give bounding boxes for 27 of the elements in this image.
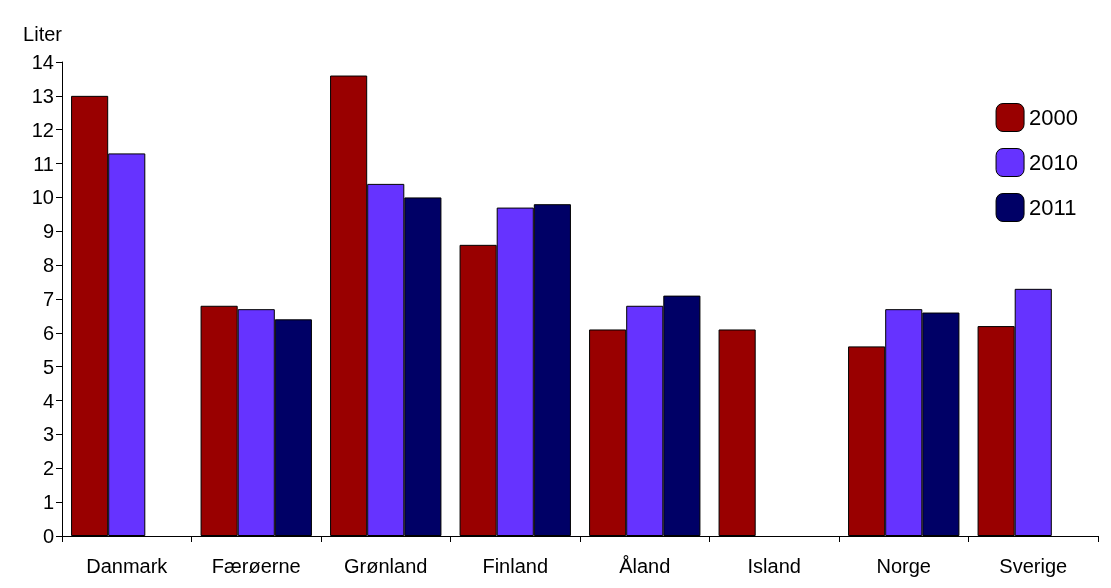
x-tick-label: Finland [482,555,549,577]
y-tick-label: 0 [42,525,54,547]
x-tick-label: Island [747,555,801,577]
legend-label: 2000 [1029,105,1079,130]
legend-label: 2010 [1029,150,1079,175]
y-axis-title: Liter [23,23,63,45]
y-tick-label: 13 [31,84,54,107]
y-tick-label: 12 [31,118,54,141]
y-tick-label: 5 [42,355,54,378]
y-tick-label: 11 [33,152,54,175]
y-tick-label: 10 [31,186,54,209]
y-tick-label: 2 [42,457,54,480]
x-tick-label: Færøerne [211,555,301,577]
x-tick-label: Sverige [999,555,1068,577]
x-tick-label: Danmark [86,555,169,577]
y-tick-label: 7 [42,288,54,310]
y-tick-label: 14 [31,51,54,73]
y-tick-label: 3 [42,423,54,446]
legend-label: 2011 [1029,195,1077,220]
y-tick-label: 6 [42,321,54,344]
y-tick-label: 1 [42,491,54,514]
y-tick-label: 8 [42,254,54,277]
y-tick-label: 4 [42,389,54,412]
x-tick-label: Grønland [344,555,428,577]
x-tick-label: Norge [876,555,931,577]
x-tick-label: Åland [619,555,671,577]
y-tick-label: 9 [42,220,54,243]
